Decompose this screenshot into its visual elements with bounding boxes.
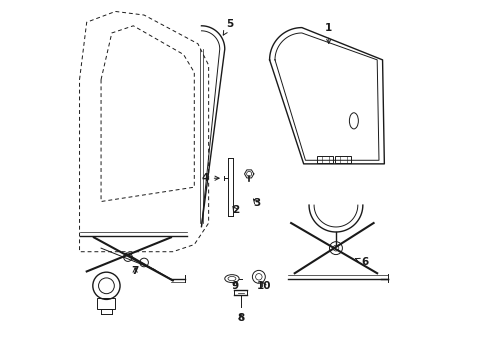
Text: 1: 1 bbox=[325, 23, 332, 44]
Text: 3: 3 bbox=[253, 198, 260, 208]
Text: 6: 6 bbox=[355, 257, 367, 267]
Text: 4: 4 bbox=[201, 173, 219, 183]
Text: 5: 5 bbox=[223, 19, 233, 35]
Text: 7: 7 bbox=[131, 266, 139, 276]
Text: 8: 8 bbox=[237, 313, 244, 323]
Text: 9: 9 bbox=[231, 281, 239, 291]
Text: 2: 2 bbox=[231, 206, 239, 216]
Text: 10: 10 bbox=[257, 281, 271, 291]
